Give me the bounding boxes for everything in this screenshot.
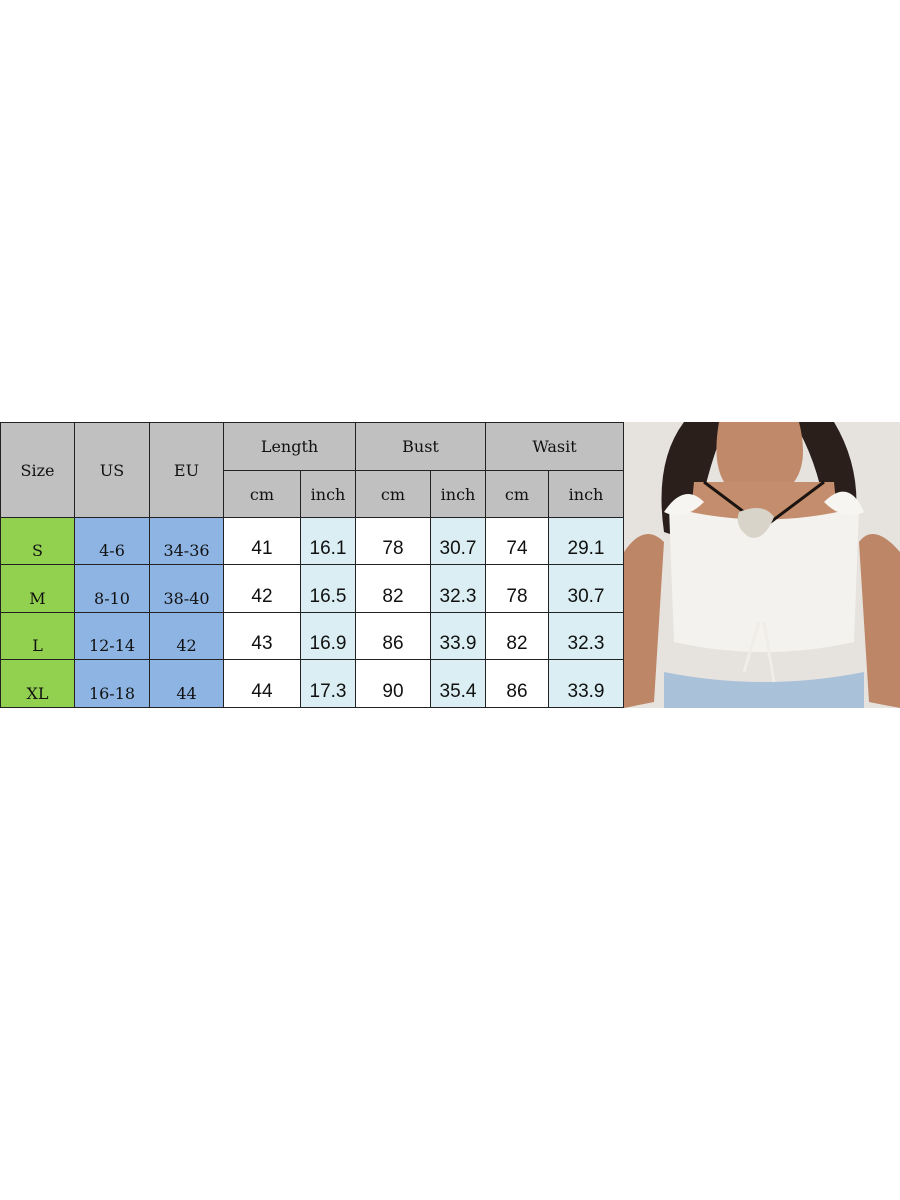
header-size: Size (1, 423, 75, 518)
cell-bust-in: 30.7 (431, 518, 486, 565)
cell-length-in: 16.9 (301, 613, 356, 660)
header-cm: cm (356, 471, 431, 518)
header-us: US (75, 423, 150, 518)
header-length: Length (224, 423, 356, 471)
header-bust: Bust (356, 423, 486, 471)
cell-length-in: 17.3 (301, 660, 356, 708)
cell-length-cm: 44 (224, 660, 301, 708)
cell-eu: 38-40 (150, 565, 224, 613)
cell-length-cm: 41 (224, 518, 301, 565)
cell-bust-cm: 82 (356, 565, 431, 613)
cell-us: 16-18 (75, 660, 150, 708)
header-eu: EU (150, 423, 224, 518)
header-waist: Wasit (486, 423, 624, 471)
model-photo-icon (624, 422, 900, 708)
cell-bust-in: 32.3 (431, 565, 486, 613)
header-cm: cm (486, 471, 549, 518)
cell-waist-in: 32.3 (549, 613, 624, 660)
header-inch: inch (549, 471, 624, 518)
cell-bust-in: 33.9 (431, 613, 486, 660)
cell-waist-in: 30.7 (549, 565, 624, 613)
cell-eu: 34-36 (150, 518, 224, 565)
cell-size: S (1, 518, 75, 565)
cell-length-in: 16.1 (301, 518, 356, 565)
cell-bust-in: 35.4 (431, 660, 486, 708)
cell-eu: 44 (150, 660, 224, 708)
cell-waist-cm: 86 (486, 660, 549, 708)
cell-waist-in: 33.9 (549, 660, 624, 708)
cell-us: 4-6 (75, 518, 150, 565)
cell-bust-cm: 86 (356, 613, 431, 660)
cell-length-cm: 43 (224, 613, 301, 660)
cell-us: 8-10 (75, 565, 150, 613)
product-photo (624, 422, 900, 708)
cell-bust-cm: 78 (356, 518, 431, 565)
cell-waist-cm: 82 (486, 613, 549, 660)
header-inch: inch (431, 471, 486, 518)
cell-waist-cm: 74 (486, 518, 549, 565)
cell-size: M (1, 565, 75, 613)
cell-waist-in: 29.1 (549, 518, 624, 565)
cell-length-cm: 42 (224, 565, 301, 613)
header-inch: inch (301, 471, 356, 518)
cell-size: XL (1, 660, 75, 708)
cell-bust-cm: 90 (356, 660, 431, 708)
cell-size: L (1, 613, 75, 660)
header-cm: cm (224, 471, 301, 518)
size-chart-table: Size US EU Length Bust Wasit cm inch cm inch cm inc… (0, 422, 624, 708)
cell-eu: 42 (150, 613, 224, 660)
cell-waist-cm: 78 (486, 565, 549, 613)
cell-length-in: 16.5 (301, 565, 356, 613)
cell-us: 12-14 (75, 613, 150, 660)
